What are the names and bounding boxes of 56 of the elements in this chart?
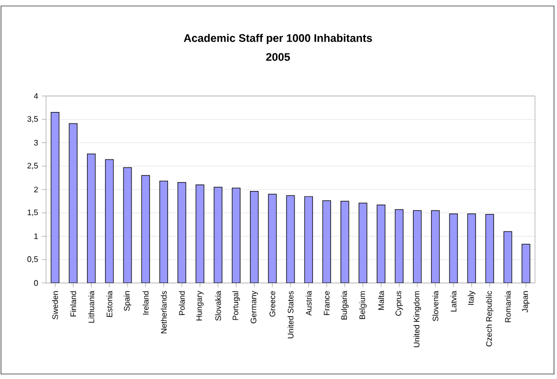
y-tick-label: 2,5 [27,162,38,170]
x-tick-label: Estonia [106,290,112,317]
bar [68,123,78,283]
bar [86,154,96,283]
chart-subtitle: 2005 [266,53,290,61]
x-tick-label: United Kingdom [414,291,422,348]
x-tick-label: Slovakia [215,290,221,321]
bar [141,175,150,283]
bar [431,210,440,283]
x-tick-label: Malta [378,290,384,310]
x-tick-label: Belgium [359,291,367,320]
bar [178,182,186,283]
x-tick-label: Spain [124,291,132,311]
x-tick-label: France [324,291,330,316]
bar [412,210,422,283]
x-tick-label: United States [288,291,294,338]
bar [485,214,494,283]
bar [504,231,512,283]
x-tick-label: Slovenia [432,290,438,322]
bar [105,159,114,283]
bar [232,188,240,283]
x-tick-label: Netherlands [160,291,167,334]
bar [159,180,168,283]
y-tick-label: 0,5 [27,256,38,263]
x-tick-label: Finland [70,291,76,316]
y-tick-label: 2 [34,186,38,192]
y-tick-label: 4 [34,93,38,99]
bar [394,209,404,283]
x-tick-label: Cyprus [396,291,403,316]
x-tick-label: Greece [270,291,276,317]
bar [304,196,313,283]
x-tick-label: Romania [504,290,511,322]
bar [467,214,476,283]
x-tick-label: Italy [468,290,476,305]
bar [250,191,259,283]
x-tick-label: Hungary [196,290,204,320]
chart-title: Academic Staff per 1000 Inhabitants [184,34,372,44]
y-tick-label: 1 [34,233,38,239]
y-tick-label: 1,5 [28,210,38,216]
x-tick-label: Czech Republic [486,291,494,346]
x-tick-label: Latvia [450,290,456,312]
bar [322,200,332,283]
bar [268,194,277,283]
y-tick-label: 3,5 [27,116,38,123]
x-tick-label: Portugal [232,291,240,320]
bar [340,200,350,283]
x-tick-label: Lithuania [88,290,94,323]
x-tick-label: Bulgaria [341,290,349,320]
x-tick-label: Austria [306,290,312,316]
y-tick-label: 3 [34,140,38,146]
x-tick-label: Sweden [52,291,58,320]
y-tick-label: 0 [34,280,38,286]
x-tick-label: Japan [522,291,530,312]
x-tick-label: Poland [178,291,185,316]
x-tick-label: Germany [250,290,258,324]
x-tick-label: Ireland [142,291,149,315]
